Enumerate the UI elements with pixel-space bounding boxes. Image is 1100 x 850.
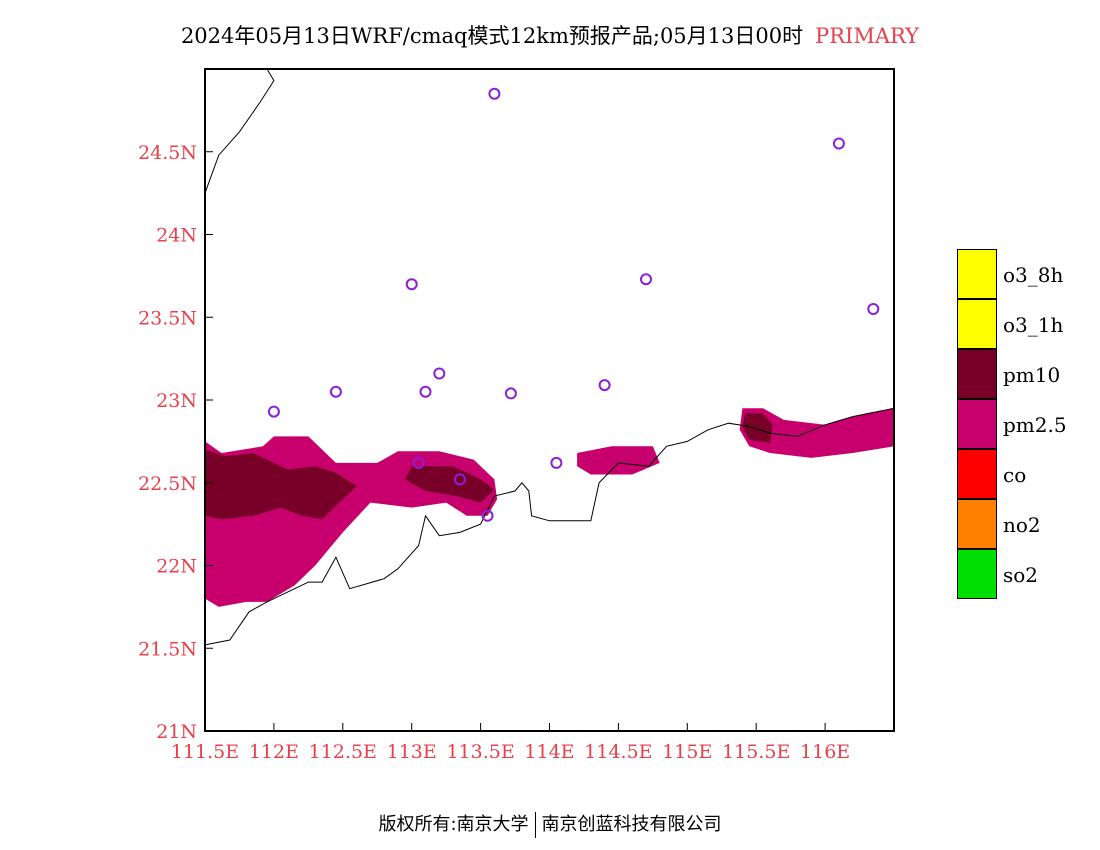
station-marker-12 — [453, 473, 466, 486]
legend-label: pm2.5 — [1003, 413, 1067, 437]
map-frame — [204, 68, 895, 732]
x-tick-label: 114.5E — [584, 741, 652, 763]
legend-label: o3_1h — [1003, 313, 1064, 337]
legend-swatch — [957, 399, 997, 449]
boundary-lines — [204, 68, 895, 646]
station-marker-1 — [832, 137, 845, 150]
legend-swatch — [957, 549, 997, 599]
legend-item-pm25: pm2.5 — [957, 399, 1097, 449]
station-marker-5 — [329, 385, 342, 398]
legend-label: co — [1003, 463, 1027, 487]
pollution-region-pm25-4 — [739, 408, 894, 458]
legend-swatch — [957, 249, 997, 299]
station-marker-6 — [433, 367, 446, 380]
legend-swatch — [957, 299, 997, 349]
y-tick-label: 22.5N — [138, 473, 197, 495]
legend-item-pm10: pm10 — [957, 349, 1097, 399]
pollution-region-pm10-1 — [205, 449, 357, 520]
x-tick-label: 113.5E — [446, 741, 514, 763]
pollution-fills — [205, 408, 894, 607]
y-tick-label: 21N — [156, 721, 197, 743]
pollution-region-pm25-3 — [577, 446, 660, 475]
legend-label: o3_8h — [1003, 263, 1064, 287]
legend-item-o3_1h: o3_1h — [957, 299, 1097, 349]
station-marker-10 — [267, 405, 280, 418]
station-marker-0 — [488, 87, 501, 100]
y-tick-label: 23N — [156, 390, 197, 412]
x-tick-label: 114E — [524, 741, 574, 763]
station-markers — [267, 87, 880, 522]
y-tick-label: 24N — [156, 225, 197, 247]
station-marker-4 — [867, 303, 880, 315]
x-tick-label: 111.5E — [171, 741, 239, 763]
station-marker-9 — [598, 379, 611, 392]
x-tick-label: 116E — [800, 741, 850, 763]
legend-swatch — [957, 499, 997, 549]
y-tick-label: 22N — [156, 556, 197, 578]
map-title: 2024年05月13日WRF/cmaq模式12km预报产品;05月13日00时 P… — [0, 20, 1100, 50]
legend-item-no2: no2 — [957, 499, 1097, 549]
y-tick-label: 21.5N — [138, 638, 197, 660]
footer-left: 版权所有:南京大学 — [378, 814, 529, 835]
station-marker-3 — [640, 273, 652, 286]
station-marker-13 — [550, 456, 563, 469]
station-marker-14 — [481, 509, 494, 522]
station-marker-7 — [419, 385, 432, 398]
legend: o3_8h o3_1h pm10 pm2.5 co no2 so2 — [957, 249, 1097, 599]
station-marker-11 — [412, 456, 425, 469]
legend-label: so2 — [1003, 563, 1039, 587]
y-tick-label: 23.5N — [138, 307, 197, 329]
pollution-region-pm10-2 — [404, 466, 495, 503]
title-highlight: PRIMARY — [815, 24, 920, 48]
province-border — [204, 68, 275, 194]
x-tick-label: 112E — [249, 741, 299, 763]
x-tick-label: 115E — [662, 741, 712, 763]
station-marker-8 — [504, 387, 517, 400]
legend-swatch — [957, 449, 997, 499]
title-main: 2024年05月13日WRF/cmaq模式12km预报产品;05月13日00时 — [180, 24, 804, 48]
coastline — [204, 407, 895, 646]
legend-item-so2: so2 — [957, 549, 1097, 599]
map-axes: 111.5E 112E 112.5E 113E 113.5E 114E 114.5E 115E… — [138, 142, 850, 763]
legend-label: no2 — [1003, 513, 1041, 537]
y-tick-label: 24.5N — [138, 142, 197, 164]
legend-item-o3_8h: o3_8h — [957, 249, 1097, 299]
legend-item-co: co — [957, 449, 1097, 499]
footer: 版权所有:南京大学 南京创蓝科技有限公司 — [0, 810, 1100, 838]
footer-right: 南京创蓝科技有限公司 — [541, 814, 722, 835]
x-tick-label: 112.5E — [309, 741, 377, 763]
station-marker-2 — [405, 278, 418, 291]
x-tick-label: 115.5E — [722, 741, 790, 763]
pollution-region-pm10-5 — [742, 413, 773, 443]
legend-label: pm10 — [1003, 363, 1061, 387]
footer-separator — [534, 812, 536, 838]
x-tick-label: 113E — [387, 741, 437, 763]
legend-swatch — [957, 349, 997, 399]
